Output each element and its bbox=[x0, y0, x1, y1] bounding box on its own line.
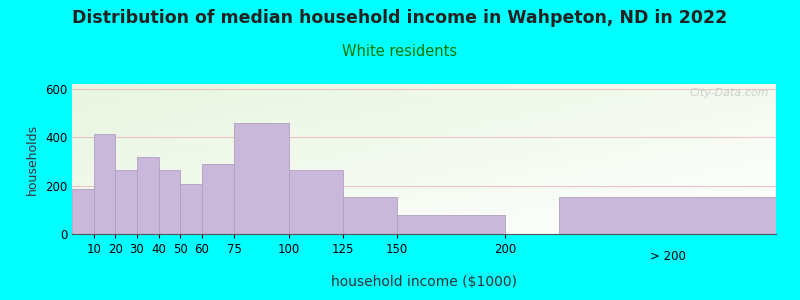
Bar bbox=[289, 170, 342, 234]
Bar bbox=[397, 214, 506, 234]
Bar bbox=[115, 170, 137, 234]
Text: Distribution of median household income in Wahpeton, ND in 2022: Distribution of median household income … bbox=[72, 9, 728, 27]
Bar bbox=[180, 184, 202, 234]
Text: City-Data.com: City-Data.com bbox=[690, 88, 769, 98]
Bar bbox=[234, 123, 289, 234]
Bar bbox=[559, 196, 776, 234]
Bar bbox=[158, 170, 180, 234]
Text: > 200: > 200 bbox=[650, 250, 686, 263]
Bar bbox=[72, 189, 94, 234]
Bar bbox=[94, 134, 115, 234]
Bar bbox=[137, 157, 158, 234]
Y-axis label: households: households bbox=[26, 123, 39, 195]
Bar bbox=[202, 164, 234, 234]
Text: White residents: White residents bbox=[342, 44, 458, 59]
Bar bbox=[342, 196, 397, 234]
X-axis label: household income ($1000): household income ($1000) bbox=[331, 275, 517, 290]
